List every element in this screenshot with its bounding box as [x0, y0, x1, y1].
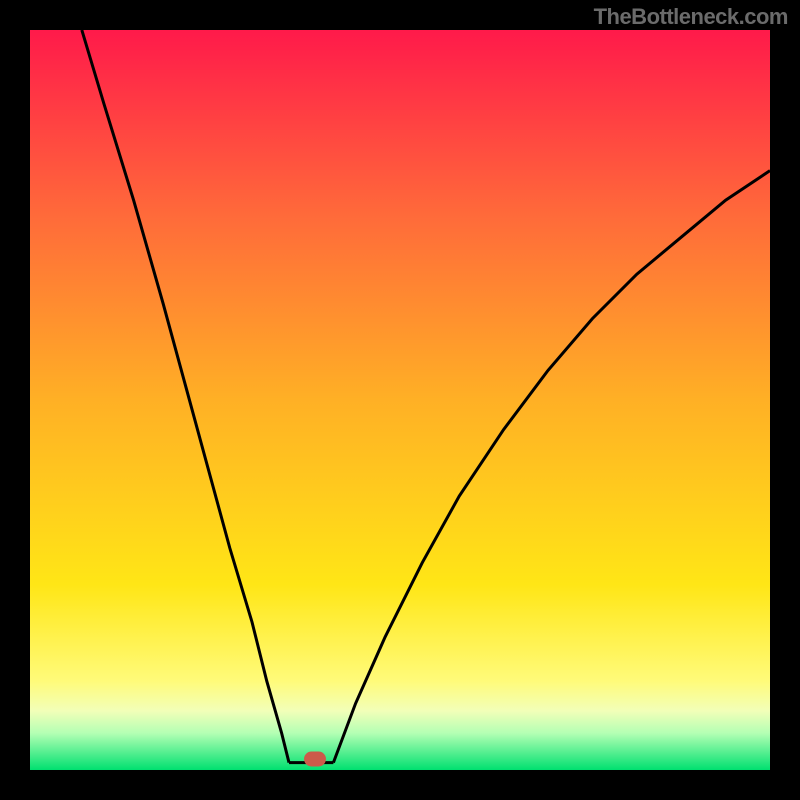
curve-right-branch	[333, 171, 770, 763]
chart-plot-area	[30, 30, 770, 770]
curve-left-branch	[82, 30, 289, 763]
watermark-text: TheBottleneck.com	[594, 4, 788, 30]
curve-svg	[30, 30, 770, 770]
min-marker	[304, 751, 326, 766]
